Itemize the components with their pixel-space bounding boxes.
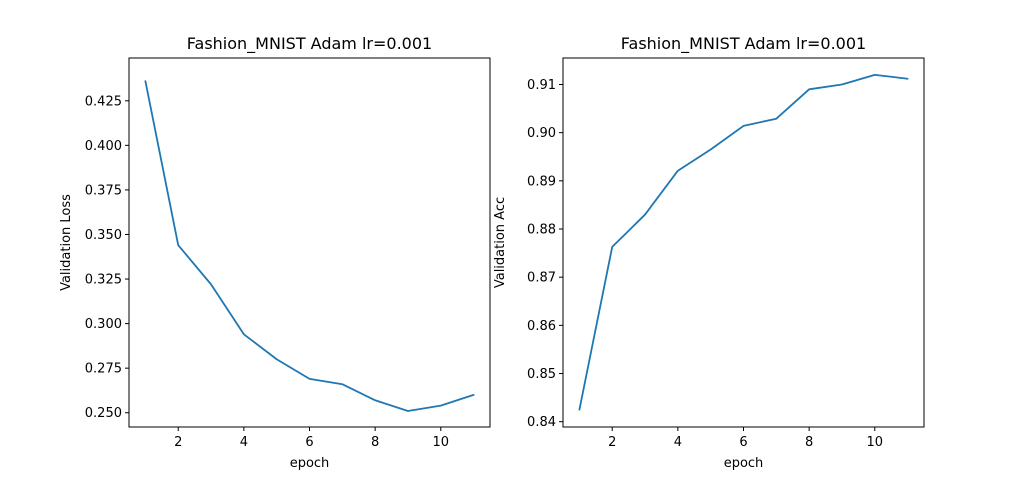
axes-frame <box>128 57 491 428</box>
y-tick-label: 0.90 <box>527 126 556 141</box>
y-tick-label: 0.375 <box>85 183 122 198</box>
x-axis-label: epoch <box>724 456 764 471</box>
chart-validation-acc: Fashion_MNIST Adam lr=0.001 2 4 6 8 10 0.84 0.8… <box>493 34 925 471</box>
x-tick-label: 4 <box>674 435 682 450</box>
x-tick-label: 2 <box>608 435 616 450</box>
y-tick-label: 0.91 <box>527 78 556 93</box>
chart-validation-loss: Fashion_MNIST Adam lr=0.001 2 4 6 8 10 0.250 0.… <box>59 34 491 471</box>
x-tick-label: 6 <box>739 435 747 450</box>
x-tick-label: 8 <box>805 435 813 450</box>
y-tick-label: 0.400 <box>85 139 122 154</box>
y-tick-label: 0.89 <box>527 174 556 189</box>
y-tick-label: 0.88 <box>527 223 556 238</box>
y-tick-label: 0.325 <box>85 273 122 288</box>
x-tick-label: 4 <box>240 435 248 450</box>
y-tick-label: 0.87 <box>527 271 556 286</box>
series-line-0 <box>144 80 475 412</box>
y-tick-label: 0.300 <box>85 317 122 332</box>
x-axis-label: epoch <box>290 456 330 471</box>
chart-title: Fashion_MNIST Adam lr=0.001 <box>621 34 866 54</box>
y-tick-label: 0.250 <box>85 406 122 421</box>
y-tick-label: 0.85 <box>527 367 556 382</box>
y-tick-label: 0.425 <box>85 94 122 109</box>
y-tick-label: 0.86 <box>527 319 556 334</box>
y-axis-label: Validation Loss <box>59 194 74 291</box>
x-tick-label: 10 <box>432 435 449 450</box>
x-tick-label: 10 <box>866 435 883 450</box>
y-axis-label: Validation Acc <box>493 197 508 288</box>
chart-title: Fashion_MNIST Adam lr=0.001 <box>187 34 432 54</box>
x-tick-label: 6 <box>305 435 313 450</box>
x-tick-label: 8 <box>371 435 379 450</box>
series-line-0 <box>578 73 909 411</box>
x-tick-label: 2 <box>174 435 182 450</box>
y-tick-label: 0.84 <box>527 415 556 430</box>
y-tick-label: 0.350 <box>85 228 122 243</box>
y-tick-label: 0.275 <box>85 362 122 377</box>
